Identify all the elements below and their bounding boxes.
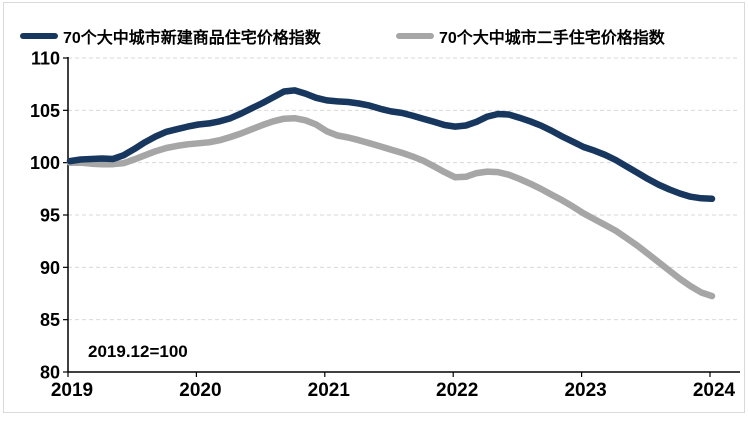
y-tick-label: 85	[40, 310, 60, 330]
x-tick-label: 2021	[308, 380, 351, 401]
series-line-new-homes	[66, 87, 716, 203]
legend-swatch-new-homes-line	[20, 33, 58, 39]
y-tick-label: 110	[31, 49, 60, 69]
y-tick-label: 100	[30, 153, 60, 173]
y-tick-label: 90	[40, 258, 60, 278]
legend-item-secondhand: 70个大中城市二手住宅价格指数	[396, 24, 665, 48]
x-tick-label: 2019	[51, 380, 93, 401]
base-period-annotation: 2019.12=100	[88, 342, 188, 361]
x-tick-label: 2020	[179, 380, 221, 401]
legend-label-new-homes: 70个大中城市新建商品住宅价格指数	[63, 30, 321, 47]
chart-legend: 70个大中城市新建商品住宅价格指数 70个大中城市二手住宅价格指数	[0, 24, 748, 47]
y-tick-label: 80	[40, 363, 60, 383]
x-tick-label: 2024	[693, 380, 736, 401]
y-tick-label: 95	[40, 206, 60, 226]
x-tick-label: 2022	[436, 380, 478, 401]
legend-item-new-homes: 70个大中城市新建商品住宅价格指数	[20, 24, 321, 48]
x-tick-label: 2023	[564, 380, 606, 401]
legend-label-secondhand: 70个大中城市二手住宅价格指数	[439, 30, 665, 47]
legend-swatch-secondhand-line	[396, 33, 434, 39]
series-line-secondhand	[66, 114, 716, 300]
y-tick-label: 105	[30, 101, 60, 121]
